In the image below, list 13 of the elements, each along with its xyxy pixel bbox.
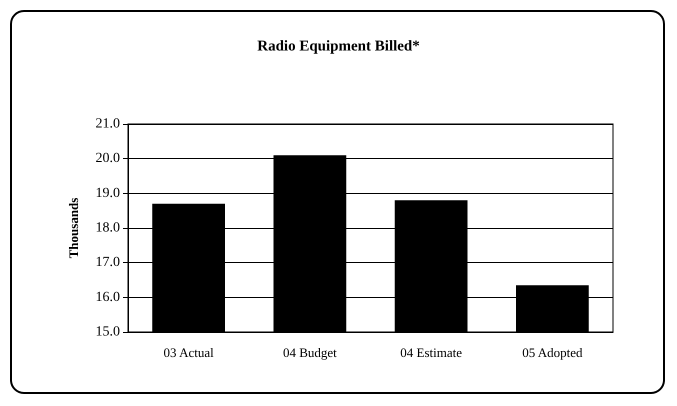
x-tick-label: 04 Estimate xyxy=(400,345,462,360)
y-tick-label: 16.0 xyxy=(96,290,120,305)
y-axis-title: Thousands xyxy=(66,198,81,258)
chart-title: Radio Equipment Billed* xyxy=(257,38,420,54)
y-tick-label: 19.0 xyxy=(96,186,120,201)
y-tick-label: 20.0 xyxy=(96,151,120,166)
x-tick-label: 05 Adopted xyxy=(522,345,584,360)
x-tick-label: 04 Budget xyxy=(282,345,338,360)
y-tick-label: 17.0 xyxy=(96,255,120,270)
y-tick-label: 15.0 xyxy=(96,324,120,340)
y-tick-label: 18.0 xyxy=(96,220,120,236)
x-tick-label: 03 Actual xyxy=(164,345,214,360)
y-tick-label: 21.0 xyxy=(96,116,120,132)
